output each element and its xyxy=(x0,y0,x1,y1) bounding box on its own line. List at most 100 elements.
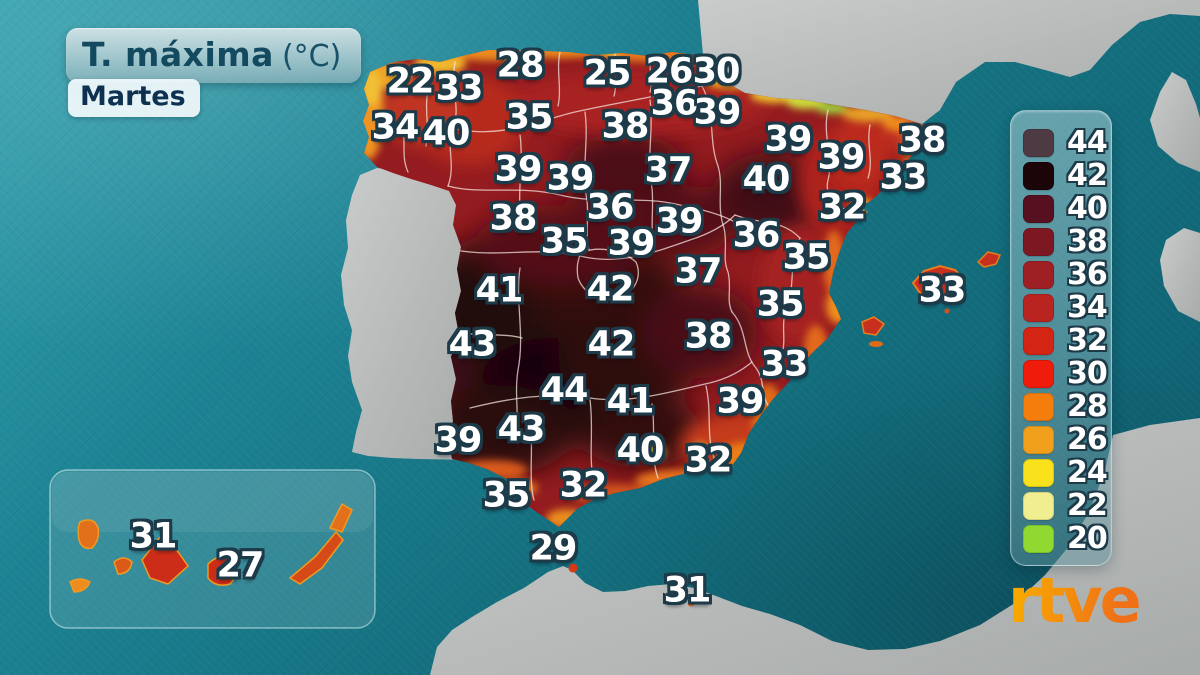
temp-label: 43 xyxy=(448,324,497,365)
legend-value: 20 xyxy=(1067,520,1108,556)
temp-label: 33 xyxy=(879,157,928,198)
temp-label: 29 xyxy=(529,528,578,569)
legend-row: 38 xyxy=(1023,225,1111,258)
temp-label: 30 xyxy=(692,51,741,92)
temp-label: 25 xyxy=(583,53,632,94)
page-title: T. máxima xyxy=(82,35,274,74)
temp-label: 35 xyxy=(482,475,531,516)
temp-label: 28 xyxy=(496,45,545,86)
temp-label: 39 xyxy=(494,149,543,190)
africa-landmass xyxy=(430,418,1200,675)
el-hierro-island xyxy=(69,578,91,593)
temp-label: 31 xyxy=(129,516,178,557)
temp-label: 37 xyxy=(674,251,723,292)
legend-row: 44 xyxy=(1023,126,1111,159)
temp-label: 37 xyxy=(644,150,693,191)
ceuta-dot xyxy=(568,563,578,573)
legend-swatch xyxy=(1023,425,1054,454)
la-gomera-island xyxy=(113,557,133,575)
temp-label: 39 xyxy=(693,92,742,133)
corsica-island xyxy=(1150,72,1200,172)
temp-label: 39 xyxy=(607,223,656,264)
legend-value: 40 xyxy=(1067,190,1108,226)
legend-value: 26 xyxy=(1067,421,1108,457)
temp-label: 33 xyxy=(435,68,484,109)
temp-label: 32 xyxy=(684,440,733,481)
temp-label: 35 xyxy=(505,97,554,138)
temp-label: 41 xyxy=(475,270,524,311)
temp-label: 36 xyxy=(732,215,781,256)
tenerife-island xyxy=(141,530,189,585)
legend-value: 30 xyxy=(1067,355,1108,391)
legend-row: 30 xyxy=(1023,357,1111,390)
temp-label: 33 xyxy=(760,344,809,385)
title-unit: (°C) xyxy=(281,39,342,74)
temp-label: 39 xyxy=(817,137,866,178)
legend-swatch xyxy=(1023,392,1054,421)
temp-label: 35 xyxy=(540,221,589,262)
temp-label: 43 xyxy=(497,409,546,450)
legend-row: 36 xyxy=(1023,258,1111,291)
temp-label: 44 xyxy=(540,370,589,411)
legend-value: 34 xyxy=(1067,289,1108,325)
temp-label: 39 xyxy=(546,158,595,199)
temp-label: 42 xyxy=(587,324,636,365)
legend-row: 32 xyxy=(1023,324,1111,357)
fuerteventura-island xyxy=(288,530,344,585)
legend-value: 32 xyxy=(1067,322,1108,358)
temp-label: 38 xyxy=(684,316,733,357)
legend-row: 42 xyxy=(1023,159,1111,192)
legend-swatch xyxy=(1023,227,1054,256)
legend-panel: 44 42 40 38 36 34 32 30 28 26 24 22 20 xyxy=(1010,110,1112,566)
la-palma-island xyxy=(77,519,100,550)
legend-swatch xyxy=(1023,326,1054,355)
legend-row: 22 xyxy=(1023,489,1111,522)
legend-row: 24 xyxy=(1023,456,1111,489)
temp-label: 22 xyxy=(386,61,435,102)
portugal-landmass xyxy=(341,168,470,460)
legend-list: 44 42 40 38 36 34 32 30 28 26 24 22 20 xyxy=(1023,126,1111,555)
title-box: T. máxima (°C) xyxy=(66,28,362,83)
canary-inset xyxy=(49,469,376,629)
legend-swatch xyxy=(1023,260,1054,289)
temp-label: 36 xyxy=(650,83,699,124)
temp-label: 42 xyxy=(586,269,635,310)
temp-label: 27 xyxy=(216,545,265,586)
temp-label: 39 xyxy=(716,381,765,422)
temp-label: 38 xyxy=(898,120,947,161)
legend-value: 38 xyxy=(1067,223,1108,259)
temp-label: 40 xyxy=(422,113,471,154)
temp-label: 39 xyxy=(764,119,813,160)
temp-label: 34 xyxy=(371,107,420,148)
legend-swatch xyxy=(1023,161,1054,190)
temp-label: 39 xyxy=(655,201,704,242)
legend-swatch xyxy=(1023,524,1054,553)
legend-row: 34 xyxy=(1023,291,1111,324)
temp-label: 38 xyxy=(489,198,538,239)
temp-label: 38 xyxy=(601,106,650,147)
legend-value: 42 xyxy=(1067,157,1108,193)
legend-swatch xyxy=(1023,359,1054,388)
legend-swatch xyxy=(1023,128,1054,157)
legend-value: 44 xyxy=(1067,124,1108,160)
melilla-dot xyxy=(687,599,695,607)
legend-swatch xyxy=(1023,293,1054,322)
legend-value: 22 xyxy=(1067,487,1108,523)
sardinia-island xyxy=(1160,228,1200,322)
temp-label: 41 xyxy=(606,381,655,422)
legend-row: 28 xyxy=(1023,390,1111,423)
legend-row: 26 xyxy=(1023,423,1111,456)
province-borders xyxy=(399,51,871,501)
legend-swatch xyxy=(1023,458,1054,487)
temp-label: 39 xyxy=(434,420,483,461)
legend-value: 24 xyxy=(1067,454,1108,490)
gran-canaria-island xyxy=(207,556,237,586)
temp-label: 36 xyxy=(586,187,635,228)
temp-label: 35 xyxy=(756,284,805,325)
legend-swatch xyxy=(1023,194,1054,223)
legend-value: 28 xyxy=(1067,388,1108,424)
lanzarote-island xyxy=(328,502,353,533)
legend-row: 40 xyxy=(1023,192,1111,225)
